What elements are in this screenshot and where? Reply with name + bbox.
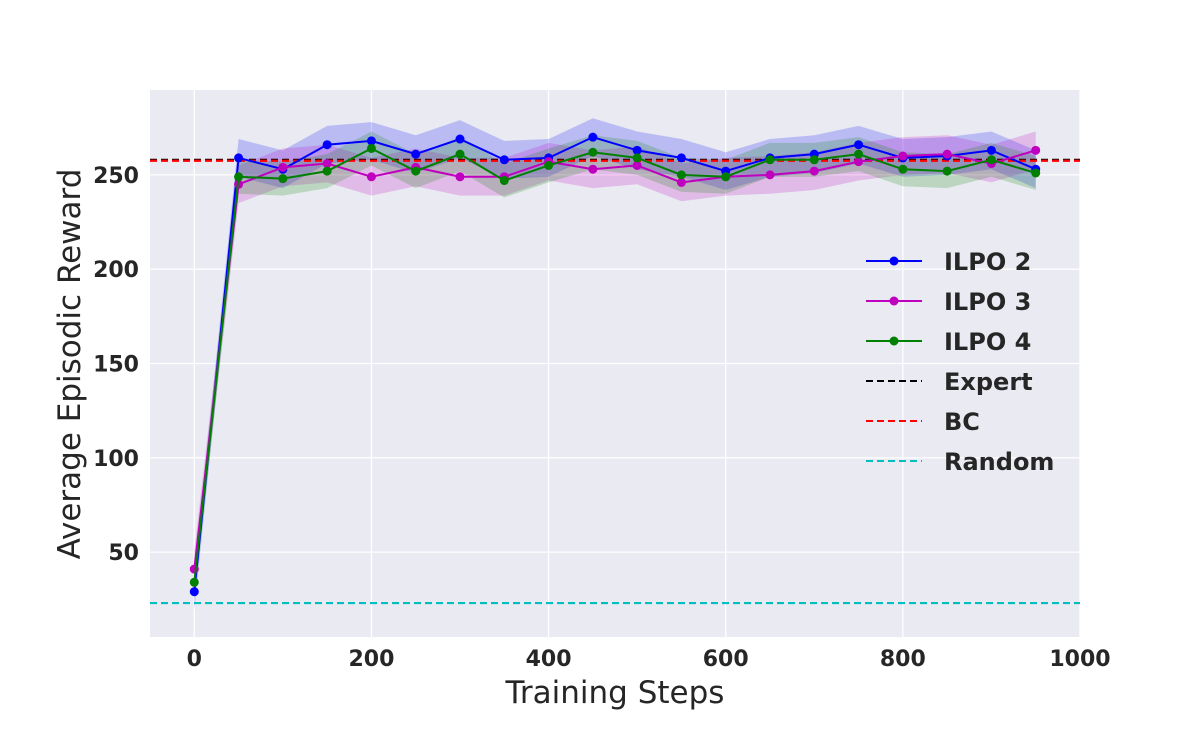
data-point	[411, 166, 421, 176]
data-point	[676, 153, 686, 163]
data-point	[898, 151, 908, 161]
x-axis-label: Training Steps	[505, 675, 725, 711]
data-point	[942, 166, 952, 176]
legend-marker	[889, 296, 899, 306]
legend-label: Expert	[944, 368, 1033, 396]
x-tick-label: 400	[526, 647, 572, 672]
x-tick-label: 800	[880, 647, 926, 672]
y-tick-label: 50	[108, 541, 139, 566]
data-point	[588, 132, 598, 142]
data-point	[986, 145, 996, 155]
data-point	[499, 155, 509, 165]
data-point	[322, 140, 332, 150]
data-point	[366, 136, 376, 146]
data-point	[854, 140, 864, 150]
series-lines	[189, 132, 1041, 597]
data-point	[632, 160, 642, 170]
data-point	[278, 162, 288, 172]
legend-marker	[889, 336, 899, 346]
y-axis-label: Average Episodic Reward	[52, 169, 88, 560]
y-tick-label: 100	[93, 447, 139, 472]
data-point	[854, 157, 864, 167]
data-point	[942, 149, 952, 159]
data-point	[366, 143, 376, 153]
data-point	[322, 166, 332, 176]
legend-marker	[889, 256, 899, 266]
x-tick-label: 0	[187, 647, 202, 672]
data-point	[1031, 168, 1041, 178]
data-point	[986, 155, 996, 165]
data-point	[632, 145, 642, 155]
data-point	[765, 170, 775, 180]
data-point	[854, 149, 864, 159]
data-point	[809, 155, 819, 165]
data-point	[676, 170, 686, 180]
y-tick-labels: 50 100 150 200 250	[93, 164, 139, 566]
data-point	[898, 164, 908, 174]
data-point	[676, 177, 686, 187]
data-point	[809, 166, 819, 176]
data-point	[632, 153, 642, 163]
y-tick-label: 150	[93, 353, 139, 378]
data-point	[234, 153, 244, 163]
data-point	[278, 174, 288, 184]
data-point	[1031, 145, 1041, 155]
series-line-1	[193, 136, 1037, 592]
x-tick-label: 200	[348, 647, 394, 672]
y-tick-label: 250	[93, 164, 139, 189]
data-point	[322, 159, 332, 169]
data-point	[721, 172, 731, 182]
y-tick-label: 200	[93, 258, 139, 283]
data-point	[544, 160, 554, 170]
legend-label: ILPO 4	[944, 328, 1031, 356]
data-point	[588, 147, 598, 157]
data-point	[455, 172, 465, 182]
data-point	[411, 149, 421, 159]
x-tick-label: 600	[703, 647, 749, 672]
reference-lines	[150, 158, 1080, 605]
data-point	[189, 564, 199, 574]
legend-label: ILPO 3	[944, 288, 1031, 316]
legend-label: BC	[944, 408, 980, 436]
x-tick-labels: 0 200 400 600 800 1000	[187, 647, 1111, 672]
data-point	[455, 134, 465, 144]
legend: ILPO 2 ILPO 3 ILPO 4 Expert BC Random	[866, 248, 1054, 476]
x-tick-label: 1000	[1049, 647, 1110, 672]
data-point	[765, 155, 775, 165]
data-point	[588, 164, 598, 174]
data-point	[455, 149, 465, 159]
grid	[150, 90, 1081, 637]
data-point	[366, 172, 376, 182]
series-line-2	[193, 149, 1036, 570]
data-point	[189, 577, 199, 587]
data-point	[234, 172, 244, 182]
band-series-2	[194, 131, 1036, 588]
series-line-3	[193, 147, 1036, 583]
legend-label: Random	[944, 448, 1054, 476]
data-point	[189, 587, 199, 597]
legend-label: ILPO 2	[944, 248, 1031, 276]
data-point	[499, 176, 509, 186]
